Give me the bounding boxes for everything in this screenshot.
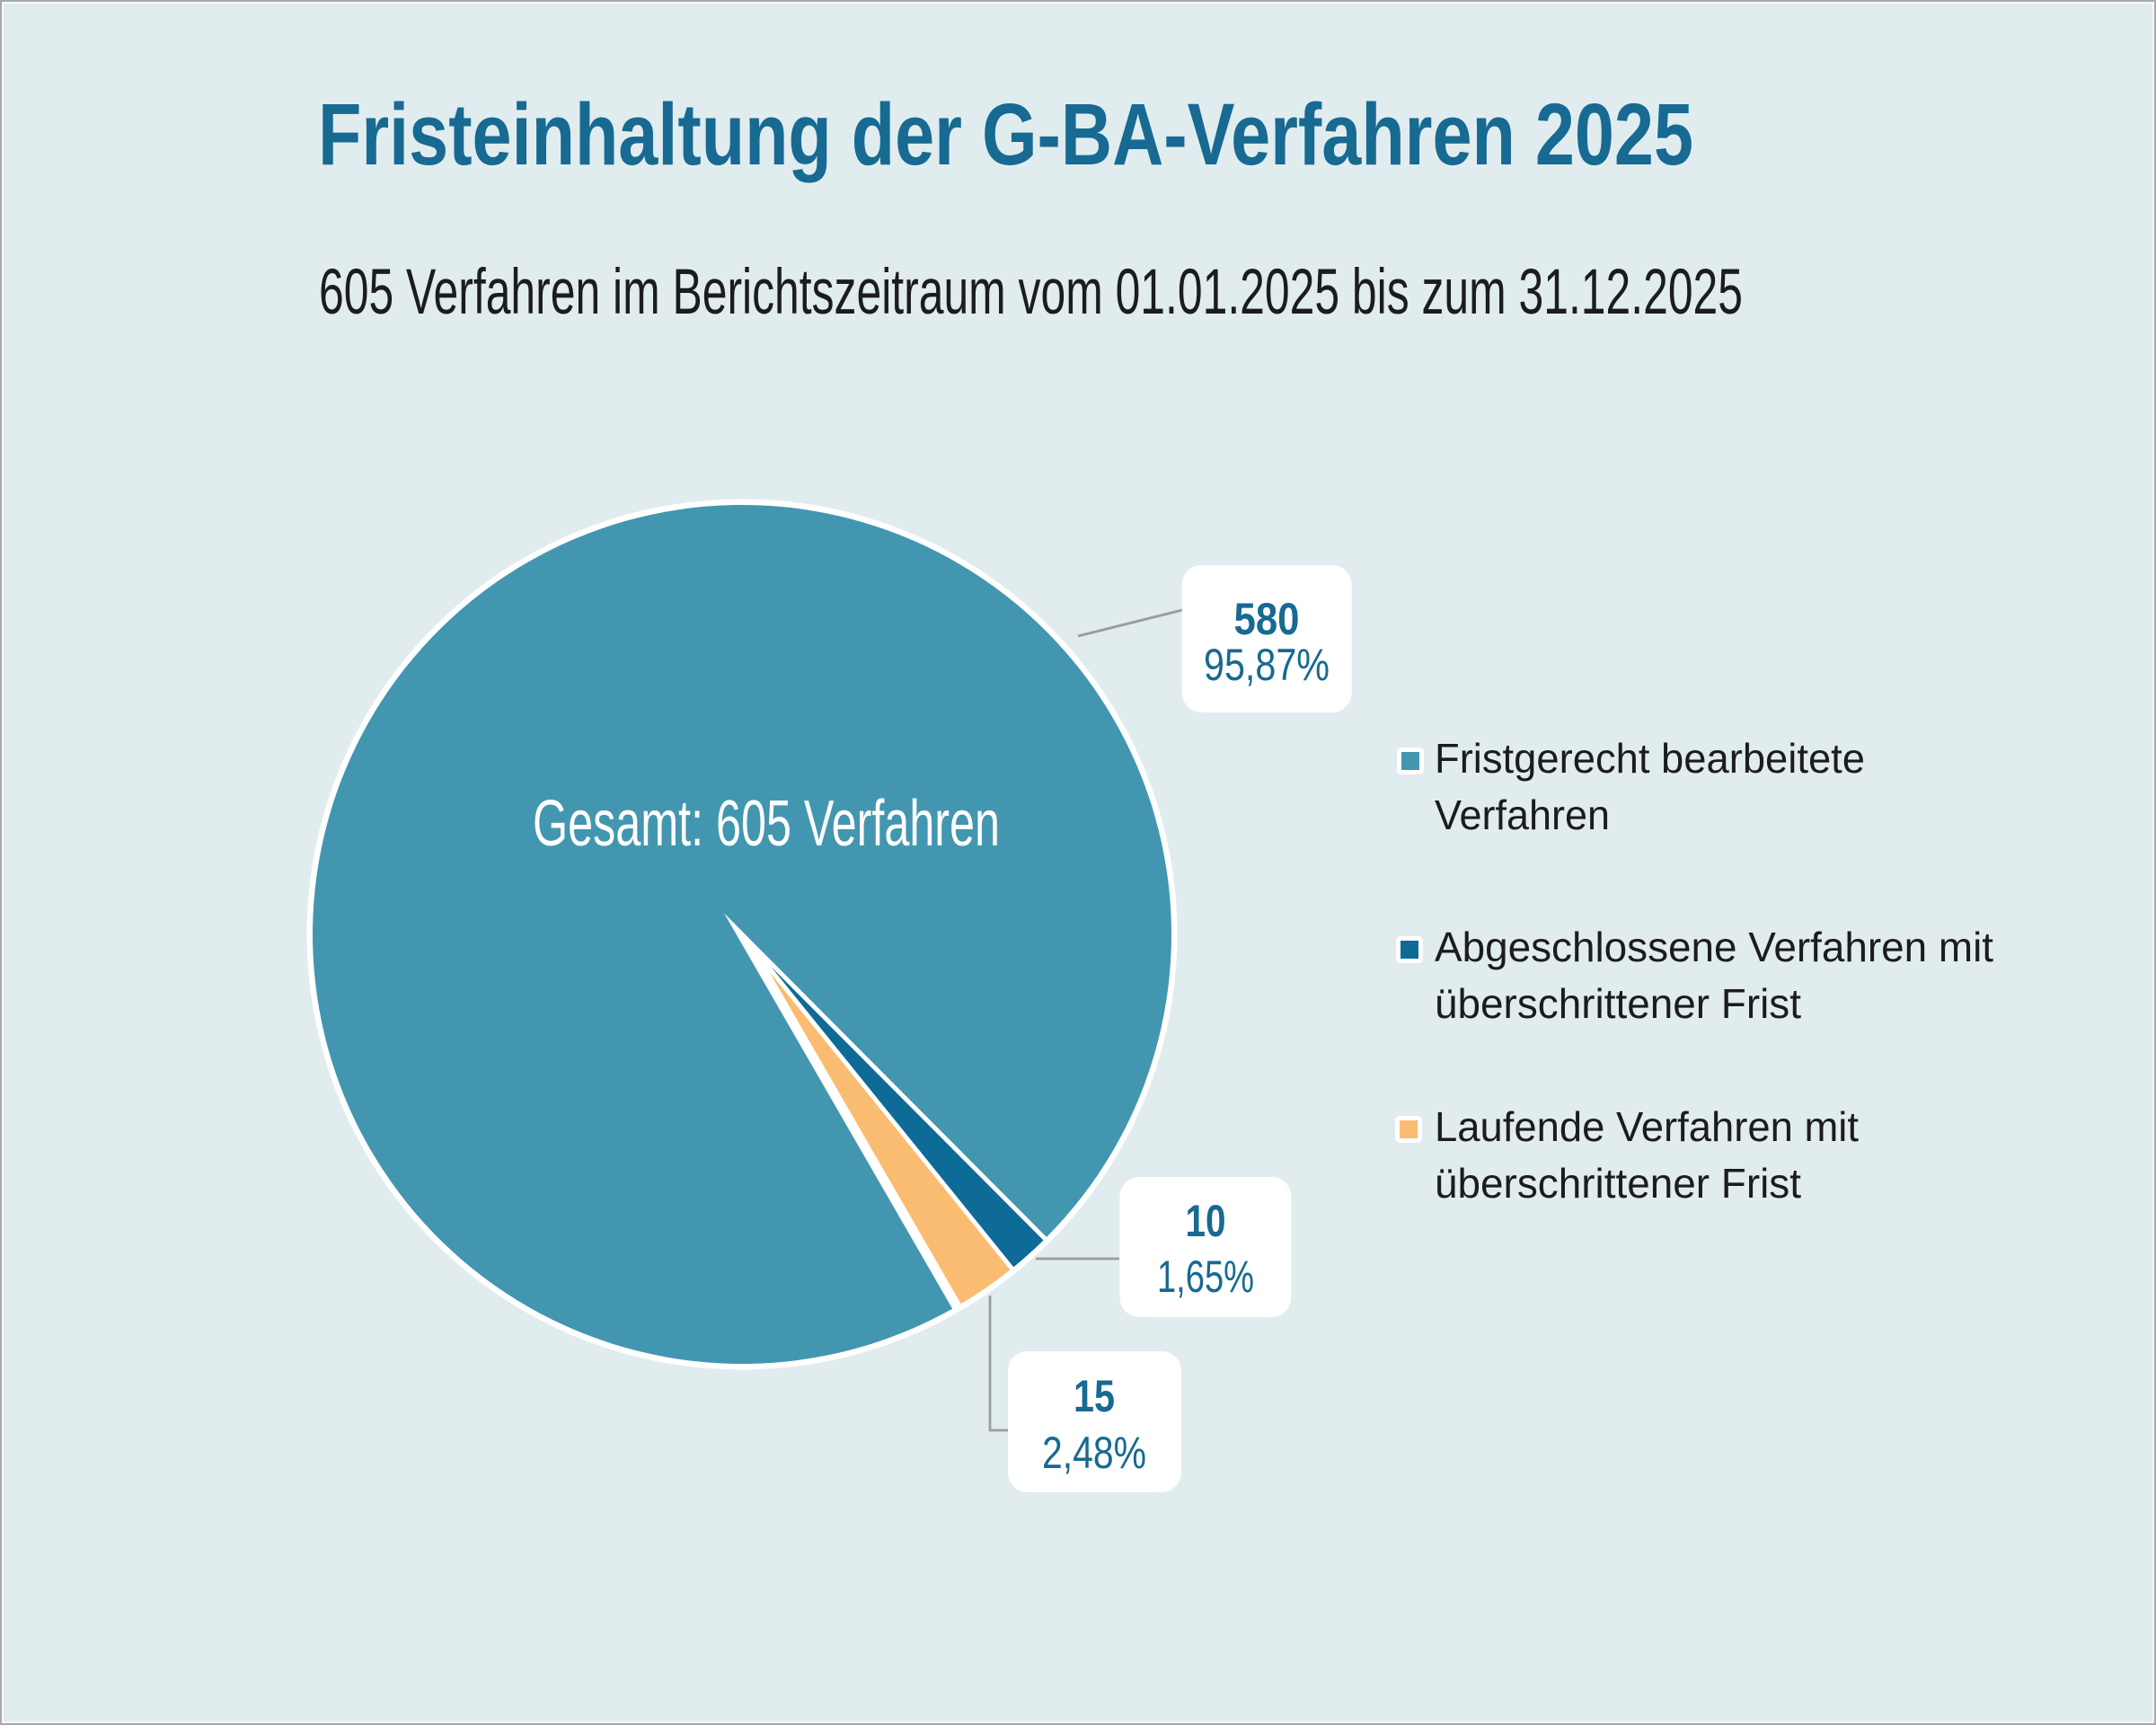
svg-text:Gesamt: 605 Verfahren: Gesamt: 605 Verfahren xyxy=(533,788,1000,860)
svg-text:10: 10 xyxy=(1186,1196,1226,1246)
svg-text:Verfahren: Verfahren xyxy=(1435,792,1610,838)
svg-text:Fristgerecht bearbeitete: Fristgerecht bearbeitete xyxy=(1435,735,1865,782)
svg-text:1,65%: 1,65% xyxy=(1157,1252,1254,1302)
svg-text:95,87%: 95,87% xyxy=(1204,640,1330,690)
svg-text:überschrittener Frist: überschrittener Frist xyxy=(1435,980,1801,1027)
svg-text:605 Verfahren im Berichtszeitr: 605 Verfahren im Berichtszeitraum vom 01… xyxy=(319,257,1743,328)
svg-text:Laufende Verfahren mit: Laufende Verfahren mit xyxy=(1435,1103,1859,1150)
svg-text:15: 15 xyxy=(1074,1371,1115,1421)
svg-text:580: 580 xyxy=(1234,594,1300,644)
svg-text:2,48%: 2,48% xyxy=(1042,1428,1146,1478)
svg-text:überschrittener Frist: überschrittener Frist xyxy=(1435,1160,1801,1207)
svg-text:Abgeschlossene Verfahren mit: Abgeschlossene Verfahren mit xyxy=(1435,924,1993,970)
svg-text:Fristeinhaltung der G-BA-Verfa: Fristeinhaltung der G-BA-Verfahren 2025 xyxy=(318,85,1693,183)
